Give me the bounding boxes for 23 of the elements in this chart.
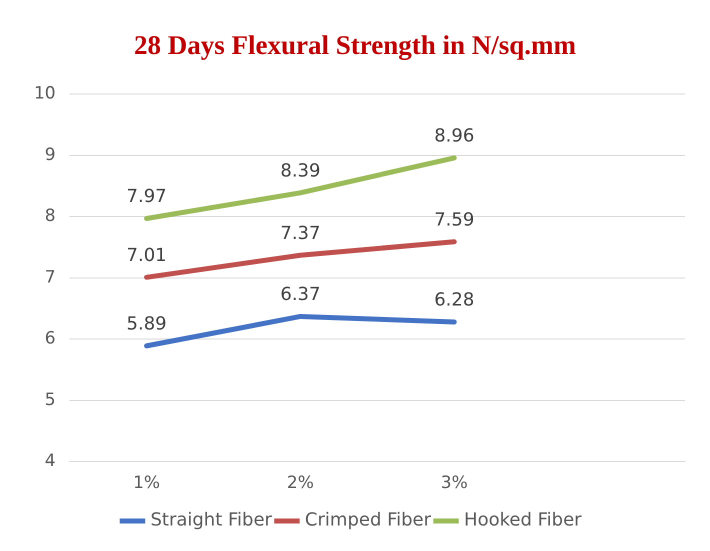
data-label: 7.37	[280, 222, 320, 244]
legend-label: Hooked Fiber	[464, 510, 582, 531]
y-tick-label: 4	[44, 451, 56, 472]
data-label: 5.89	[126, 314, 167, 335]
data-label: 7.01	[126, 244, 167, 266]
y-tick-label: 6	[44, 328, 56, 349]
data-label: 6.37	[280, 284, 320, 306]
data-label: 7.59	[434, 209, 474, 230]
data-label: 6.28	[434, 290, 474, 311]
x-tick-label: 3%	[440, 473, 468, 494]
x-tick-label: 2%	[286, 473, 314, 494]
data-label: 7.97	[126, 186, 167, 208]
data-label: 8.96	[434, 126, 474, 147]
data-label: 8.39	[280, 160, 320, 182]
y-tick-label: 8	[44, 206, 56, 226]
chart-title: 28 Days Flexural Strength in N/sq.mm	[132, 30, 578, 62]
y-tick-label: 7	[44, 267, 56, 288]
legend-label: Straight Fiber	[150, 510, 273, 531]
y-tick-label: 5	[44, 390, 56, 410]
x-tick-label: 1%	[133, 473, 160, 494]
y-tick-label: 10	[34, 84, 56, 104]
y-tick-label: 9	[44, 144, 56, 165]
legend-label: Crimped Fiber	[304, 510, 432, 531]
